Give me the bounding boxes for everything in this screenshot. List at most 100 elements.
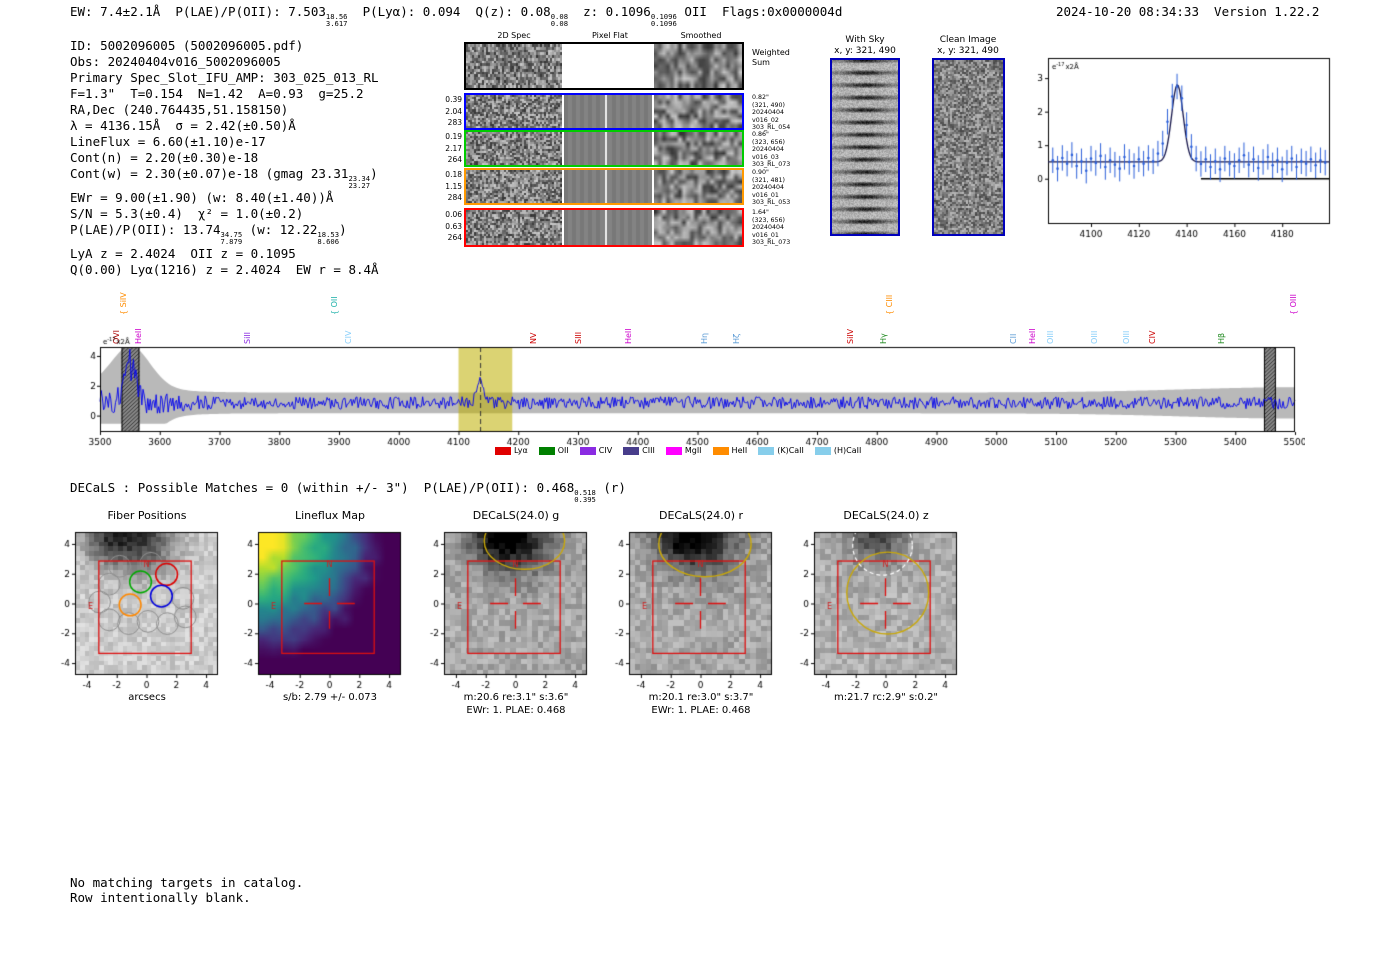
stacked-fraction: 18.56 3.617 [326,13,348,28]
fraction-lower: 0.08 [550,19,569,29]
panel-caption-decals_r-2: EWr: 1. PLAE: 0.468 [651,705,751,716]
info-line-2: Obs: 20240404v016_5002096005 [70,54,379,70]
info-line-3: Primary Spec_Slot_IFU_AMP: 303_025_013_R… [70,70,379,86]
cutout-gap [562,170,564,203]
with-sky-image [830,58,900,236]
spectral-line-label-ciii: { CIII [884,294,894,315]
label-line: Sum [752,57,770,67]
text-segment: λ = 4136.15Å σ = 2.42(±0.50)Å [70,118,296,133]
fraction-lower: 23.27 [348,181,371,191]
panel-caption-decals_r-1: m:20.1 re:3.0" s:3.7" [648,692,754,703]
fiber-cutout-row-1 [464,93,744,130]
legend-swatch [758,446,775,455]
legend-label: (K)CaII [777,446,804,455]
info-line-8: Cont(n) = 2.20(±0.30)e-18 [70,150,379,166]
info-line-1: ID: 5002096005 (5002096005.pdf) [70,38,379,54]
cutout-gap [562,210,564,245]
legend-item-oii: OII [538,446,569,455]
info-line-5: RA,Dec (240.764435,51.158150) [70,102,379,118]
text-segment: LineFlux = 6.60(±1.10)e-17 [70,134,266,149]
spectral-line-label-siiv: { SiIV [119,292,129,315]
fraction-lower: 0.1096 [650,19,677,29]
pixel-flat-image [564,132,652,165]
info-line-13: LyA z = 2.4024 OII z = 0.1095 [70,246,379,262]
legend-label: Lyα [514,446,528,455]
fraction-lower: 0.395 [574,495,596,505]
legend-item-ly: Lyα [495,446,528,455]
legend-item-hcaii: (H)CaII [814,446,861,455]
column-title-pixel-flat: Pixel Flat [592,31,628,40]
spectral-line-label-oiii: { OIII [1288,293,1298,315]
fiber-cutout-row-4 [464,208,744,247]
legend-label: OII [557,446,569,455]
text-segment: OII Flags:0x0000004d [676,4,843,19]
panel-caption-lineflux_map-1: s/b: 2.79 +/- 0.073 [282,692,378,703]
fraction-lower: 8.606 [317,237,340,247]
meta-value: 303_RL_054 [752,124,791,132]
stacked-fraction: 0.08 0.08 [551,13,568,28]
meta-value: (323, 656) [752,216,785,224]
text-segment: Q(0.00) Lyα(1216) z = 2.4024 EW r = 8.4Å [70,261,379,277]
weight-value: 264 [447,155,462,164]
smoothed-image [654,170,742,203]
fiber-row-meta-3: 0.90" (321, 481) 20240404 v016_01 303_RL_053 [752,169,800,207]
weight-value: 2.04 [445,106,462,116]
panel-caption-decals_g-2: EWr: 1. PLAE: 0.468 [466,705,566,716]
legend-label: CIII [642,446,655,455]
meta-value: 303_RL_073 [752,161,791,169]
meta-value: 20240404 [752,146,785,154]
info-line-4: F=1.3" T=0.154 N=1.42 A=0.93 g=25.2 [70,86,379,102]
panel-image-decals_z [790,526,962,694]
fraction-lower: 3.617 [325,19,348,29]
legend-label: HeII [731,446,748,455]
meta-value: 20240404 [752,109,785,117]
legend-item-kcaii: (K)CaII [758,446,804,455]
fiber-row-weights-1: 0.39 2.04 283 [436,94,462,129]
weight-value: 0.39 [445,95,462,104]
clean-image-xy: x, y: 321, 490 [937,46,999,56]
legend-swatch [495,446,511,455]
panel-image-decals_r [605,526,777,694]
weighted-sum-row [464,42,744,90]
cutout-gap [652,210,654,245]
full-spectrum-plot [85,335,1305,447]
clean-image [932,58,1005,236]
text-segment: ID: 5002096005 (5002096005.pdf) [70,38,304,53]
legend-swatch [712,446,729,455]
info-line-11: S/N = 5.3(±0.4) χ² = 1.0(±0.2) [70,206,379,222]
smoothed-image [654,210,742,245]
meta-value: 20240404 [752,224,785,232]
fraction-upper: 34.75 [220,229,243,239]
legend-item-mgii: MgII [665,446,702,455]
panel-title-lineflux_map: Lineflux Map [294,509,366,522]
meta-value: 1.64" [752,209,769,216]
decals-matches-line: DECaLS : Possible Matches = 0 (within +/… [70,480,626,504]
pixel-flat-image [564,95,652,128]
header-summary-line: EW: 7.4±2.1Å P(LAE)/P(OII): 7.503 18.56 3.… [70,4,842,28]
fraction-upper: 0.08 [550,12,569,21]
info-line-9: Cont(w) = 2.30(±0.07)e-18 (gmag 23.31 23.… [70,166,379,190]
weight-value: 0.63 [445,221,462,231]
detection-info-block: ID: 5002096005 (5002096005.pdf) Obs: 2024… [70,38,379,278]
spec2d-image [466,95,562,128]
legend-item-heii: HeII [712,446,748,455]
spec2d-image [466,170,562,203]
legend-swatch [665,446,682,455]
label-line: Weighted [752,48,790,57]
meta-value: 0.82" [752,94,769,101]
with-sky-title: With Sky [845,35,885,45]
smoothed-image [654,95,742,128]
stacked-fraction: 23.34 23.27 [348,175,370,190]
weight-value: 283 [447,118,462,127]
cutout-gap [652,44,654,88]
meta-value: 0.90" [752,169,769,176]
stacked-fraction: 0.518 0.395 [574,489,596,504]
cutout-gap [652,170,654,203]
text-segment: ) [339,221,347,237]
pixel-flat-image [564,170,652,203]
spec2d-image [466,132,562,165]
stacked-fraction: 34.75 7.879 [220,229,243,245]
meta-value: 0.86" [752,131,769,138]
meta-value: v016_01 [752,191,779,199]
